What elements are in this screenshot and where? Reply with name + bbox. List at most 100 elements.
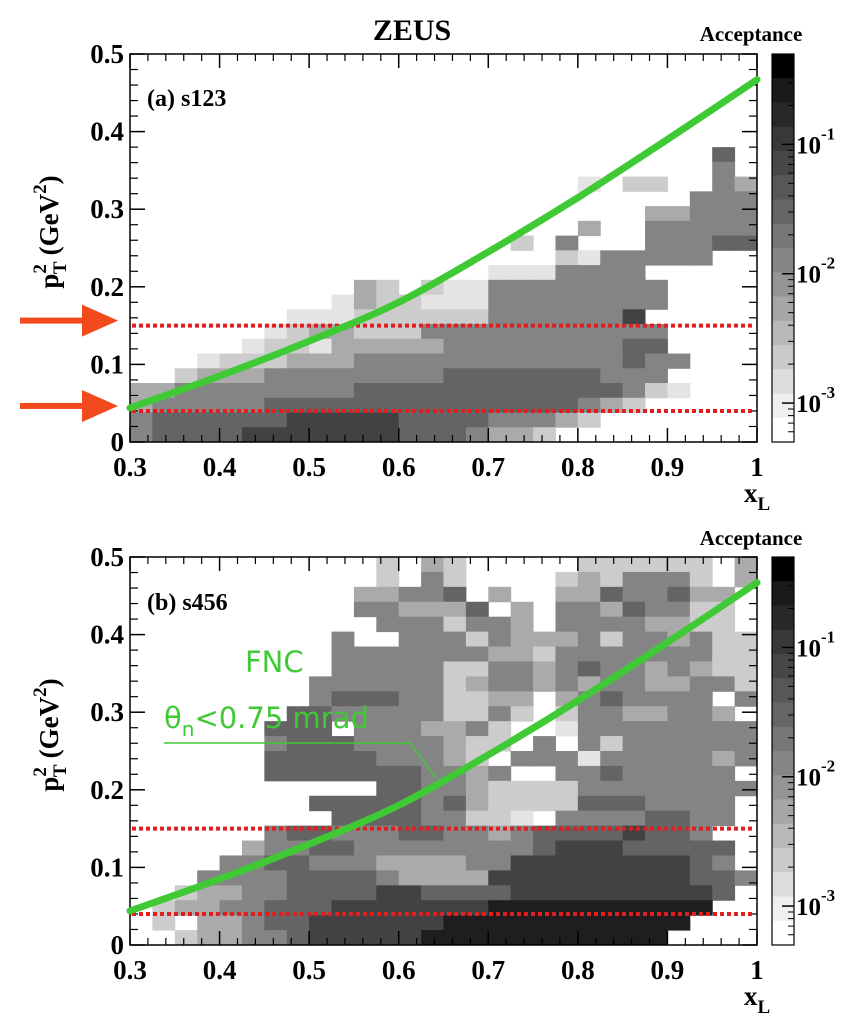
colorbar-segment bbox=[772, 345, 794, 370]
heatmap-cell bbox=[465, 338, 489, 355]
heatmap-cell bbox=[197, 900, 221, 916]
heatmap-cell bbox=[376, 338, 400, 355]
heatmap-cell bbox=[174, 368, 198, 384]
heatmap-cell bbox=[577, 795, 601, 812]
heatmap-cell bbox=[645, 571, 668, 588]
heatmap-cell bbox=[645, 751, 668, 767]
heatmap-cell bbox=[577, 412, 601, 428]
heatmap-cell bbox=[443, 661, 467, 677]
heatmap-cell bbox=[600, 309, 624, 325]
heatmap-cell bbox=[533, 368, 556, 384]
heatmap-cell bbox=[264, 900, 288, 916]
heatmap-cell bbox=[465, 691, 489, 707]
heatmap-cell bbox=[421, 915, 444, 931]
heatmap-cell bbox=[488, 383, 512, 399]
heatmap-cell bbox=[443, 855, 467, 871]
heatmap-cell bbox=[645, 870, 668, 886]
heatmap-cell bbox=[555, 795, 579, 812]
heatmap-cell bbox=[689, 795, 713, 812]
heatmap-cell bbox=[577, 586, 601, 603]
heatmap-cell bbox=[622, 279, 646, 296]
heatmap-cell bbox=[286, 765, 310, 782]
heatmap-cell bbox=[353, 383, 377, 399]
heatmap-cell bbox=[331, 930, 355, 946]
heatmap-cell bbox=[376, 383, 400, 399]
heatmap-cell bbox=[712, 161, 736, 178]
heatmap-cell bbox=[421, 736, 444, 752]
heatmap-cell bbox=[689, 721, 713, 737]
heatmap-cell bbox=[465, 383, 489, 399]
heatmap-cell bbox=[488, 780, 512, 797]
heatmap-cell bbox=[241, 412, 265, 428]
heatmap-cell bbox=[421, 309, 444, 325]
y-tick-label: 0.5 bbox=[90, 39, 124, 69]
heatmap-cell bbox=[488, 412, 512, 428]
heatmap-cell bbox=[353, 870, 377, 886]
heatmap-cell bbox=[421, 840, 444, 856]
heatmap-cell bbox=[600, 631, 624, 648]
heatmap-cell bbox=[577, 736, 601, 752]
heatmap-cell bbox=[555, 765, 579, 782]
heatmap-cell bbox=[331, 855, 355, 871]
heatmap-cell bbox=[577, 706, 601, 722]
heatmap-cell bbox=[577, 631, 601, 648]
figure-title: ZEUS bbox=[373, 14, 451, 47]
heatmap-cell bbox=[286, 353, 310, 369]
x-tick-label: 0.6 bbox=[382, 452, 416, 482]
heatmap-cell bbox=[353, 324, 377, 340]
heatmap-cell bbox=[264, 751, 288, 767]
heatmap-cell bbox=[667, 676, 691, 692]
heatmap-cell bbox=[488, 930, 512, 946]
heatmap-cell bbox=[331, 309, 355, 325]
heatmap-cell bbox=[533, 309, 556, 325]
x-tick-label: 0.4 bbox=[203, 955, 237, 985]
heatmap-cell bbox=[577, 915, 601, 931]
heatmap-cell bbox=[353, 840, 377, 856]
heatmap-cell bbox=[286, 751, 310, 767]
heatmap-cell bbox=[510, 294, 534, 310]
heatmap-cell bbox=[286, 736, 310, 752]
colorbar-segment bbox=[772, 369, 794, 394]
heatmap-cell bbox=[667, 736, 691, 752]
heatmap-cell bbox=[600, 900, 624, 916]
heatmap-cell bbox=[421, 900, 444, 916]
heatmap-cell bbox=[376, 368, 400, 384]
colorbar-segment bbox=[772, 823, 794, 849]
heatmap-cell bbox=[645, 601, 668, 618]
heatmap-b-cells bbox=[152, 557, 758, 946]
heatmap-cell bbox=[286, 930, 310, 946]
heatmap-cell bbox=[510, 751, 534, 767]
acceptance-curve-a bbox=[126, 76, 761, 412]
heatmap-cell bbox=[689, 870, 713, 886]
heatmap-cell bbox=[309, 915, 333, 931]
heatmap-cell bbox=[376, 427, 400, 443]
heatmap-cell bbox=[443, 676, 467, 692]
heatmap-cell bbox=[152, 915, 176, 931]
heatmap-cell bbox=[219, 885, 243, 901]
heatmap-cell bbox=[465, 309, 489, 325]
heatmap-cell bbox=[286, 915, 310, 931]
heatmap-cell bbox=[645, 176, 668, 192]
heatmap-cell bbox=[622, 691, 646, 707]
heatmap-cell bbox=[421, 601, 444, 618]
colorbar-segment bbox=[772, 872, 794, 897]
heatmap-cell bbox=[622, 706, 646, 722]
heatmap-cell bbox=[533, 631, 556, 648]
heatmap-cell bbox=[443, 631, 467, 648]
heatmap-cell bbox=[533, 870, 556, 886]
heatmap-cell bbox=[488, 765, 512, 782]
heatmap-cell bbox=[622, 825, 646, 842]
heatmap-cell bbox=[712, 676, 736, 692]
heatmap-cell bbox=[376, 676, 400, 692]
heatmap-cell bbox=[667, 557, 691, 573]
heatmap-cell bbox=[689, 235, 713, 251]
heatmap-cell bbox=[533, 265, 556, 281]
heatmap-cell bbox=[488, 691, 512, 707]
heatmap-cell bbox=[152, 412, 176, 428]
heatmap-cell bbox=[353, 586, 377, 603]
heatmap-cell bbox=[689, 810, 713, 827]
heatmap-cell bbox=[443, 412, 467, 428]
heatmap-cell bbox=[734, 721, 758, 737]
heatmap-cell bbox=[645, 220, 668, 237]
heatmap-cell bbox=[286, 885, 310, 901]
